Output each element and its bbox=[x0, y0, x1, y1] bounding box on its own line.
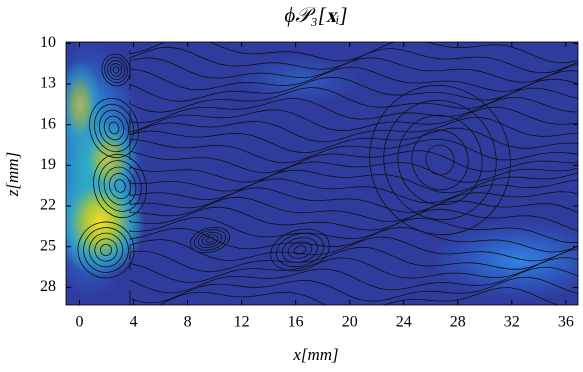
streamline bbox=[107, 60, 125, 80]
streamline bbox=[129, 127, 578, 153]
x-tick-label: 4 bbox=[130, 314, 138, 331]
x-tick-label: 28 bbox=[450, 314, 466, 331]
streamline bbox=[109, 63, 123, 77]
x-tick-label: 36 bbox=[558, 314, 574, 331]
streamline bbox=[88, 232, 124, 268]
streamline bbox=[108, 121, 120, 135]
streamline bbox=[129, 276, 578, 304]
x-tick-label: 16 bbox=[288, 314, 304, 331]
streamline bbox=[94, 238, 118, 262]
streamline bbox=[94, 103, 134, 153]
streamline bbox=[98, 109, 130, 147]
streamline bbox=[129, 87, 578, 113]
streamline bbox=[129, 66, 578, 92]
streamline bbox=[101, 53, 131, 87]
y-axis-label: z[mm] bbox=[3, 152, 22, 197]
streamline bbox=[129, 216, 578, 244]
x-tick-label: 24 bbox=[396, 314, 412, 331]
streamline bbox=[129, 266, 578, 294]
x-tick-label: 0 bbox=[76, 314, 84, 331]
streamline bbox=[129, 246, 578, 273]
streamline bbox=[99, 243, 112, 256]
y-tick-label: 25 bbox=[40, 237, 56, 254]
streamline bbox=[83, 227, 129, 273]
streamline bbox=[129, 42, 578, 64]
streamline bbox=[112, 66, 120, 74]
streamline bbox=[383, 99, 497, 221]
streamline bbox=[129, 106, 578, 133]
streamline bbox=[129, 97, 578, 124]
streamline bbox=[129, 138, 578, 164]
streamline bbox=[129, 57, 578, 83]
streamline bbox=[129, 178, 578, 204]
streamline bbox=[287, 241, 313, 259]
streamline bbox=[129, 287, 560, 305]
streamline bbox=[89, 97, 139, 159]
streamline bbox=[201, 234, 219, 246]
y-tick-label: 13 bbox=[40, 75, 56, 92]
streamline bbox=[205, 237, 215, 243]
y-tick-label: 22 bbox=[40, 197, 56, 214]
streamline bbox=[129, 116, 578, 143]
field bbox=[66, 42, 578, 305]
x-tick-label: 20 bbox=[342, 314, 358, 331]
streamline bbox=[197, 231, 223, 249]
x-axis-label: x[mm] bbox=[292, 345, 338, 364]
streamline bbox=[425, 144, 455, 176]
streamline bbox=[109, 172, 131, 200]
chart-title: ϕ𝒫₃[𝐱ᵢ] bbox=[284, 3, 347, 27]
streamline bbox=[369, 84, 511, 236]
streamline bbox=[129, 196, 578, 223]
y-tick-label: 28 bbox=[40, 278, 56, 295]
streamline bbox=[129, 206, 578, 232]
y-tick-label: 10 bbox=[40, 34, 56, 51]
streamline bbox=[129, 226, 578, 253]
streamline bbox=[129, 169, 578, 194]
y-tick-label: 16 bbox=[40, 115, 56, 132]
streamline bbox=[397, 114, 483, 206]
streamline bbox=[190, 226, 230, 254]
y-tick-label: 19 bbox=[40, 156, 56, 173]
streamline bbox=[104, 56, 128, 84]
x-tick-label: 32 bbox=[504, 314, 520, 331]
streamline bbox=[293, 245, 307, 255]
streamline bbox=[114, 179, 126, 193]
x-tick-label: 12 bbox=[234, 314, 250, 331]
streamline bbox=[281, 237, 319, 263]
streamline bbox=[193, 229, 227, 251]
streamline bbox=[129, 161, 578, 183]
streamline bbox=[103, 166, 137, 206]
streamline bbox=[77, 221, 135, 279]
streamline bbox=[129, 257, 578, 284]
streamline bbox=[270, 228, 330, 272]
streamline bbox=[276, 232, 324, 268]
streamline bbox=[411, 129, 469, 191]
streamline bbox=[98, 160, 142, 212]
streamline bbox=[103, 115, 125, 141]
streamline bbox=[129, 150, 578, 174]
x-tick-label: 8 bbox=[184, 314, 192, 331]
streamline bbox=[93, 153, 147, 219]
plot-frame bbox=[65, 41, 579, 306]
